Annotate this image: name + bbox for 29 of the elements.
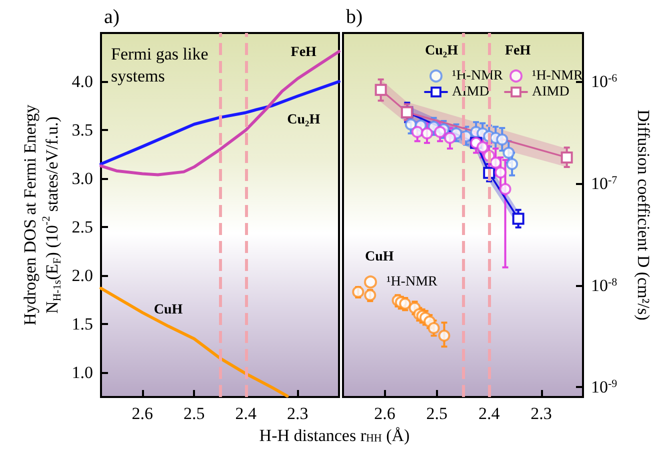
legend-label: ¹H-NMR — [532, 68, 584, 84]
annotation: FeH — [505, 44, 531, 58]
x-tick-label: 2.3 — [286, 404, 308, 423]
x-tick-label: 2.4 — [235, 404, 257, 423]
annotation: Cu₂H — [425, 44, 458, 58]
legend-label: AIMD — [532, 84, 570, 100]
y2-axis-title: Diffusion coefficient D (cm²/s) — [634, 110, 653, 320]
annotation: Fermi gas like systems — [111, 44, 213, 86]
x-tick-label: 2.5 — [426, 404, 448, 423]
chart-title: a) — [104, 6, 120, 28]
y-tick-label: 2.5 — [72, 218, 93, 237]
series-label: Cu₂H — [287, 112, 320, 128]
x-tick-label: 2.5 — [184, 404, 205, 423]
annotation: CuH — [365, 250, 394, 264]
x-tick-label: 2.6 — [132, 404, 154, 423]
y-tick-label: 4.0 — [72, 72, 93, 92]
y-tick-label: 1.0 — [72, 363, 93, 382]
x-axis-title: H-H distances rHH (Å) — [259, 426, 410, 445]
legend-label: ¹H-NMR — [386, 274, 438, 290]
x-tick-label: 2.4 — [478, 404, 500, 423]
y-tick-label: 2.0 — [72, 266, 93, 286]
series-label: CuH — [154, 302, 183, 318]
x-tick-label: 2.6 — [374, 404, 396, 423]
y-tick-label: 3.5 — [72, 120, 93, 140]
series-label: FeH — [290, 45, 317, 60]
x-tick-label: 2.3 — [530, 404, 552, 423]
y-tick-label: 3.0 — [72, 169, 93, 188]
chart-title: b) — [346, 6, 363, 28]
y-tick-label: 1.5 — [72, 314, 93, 334]
